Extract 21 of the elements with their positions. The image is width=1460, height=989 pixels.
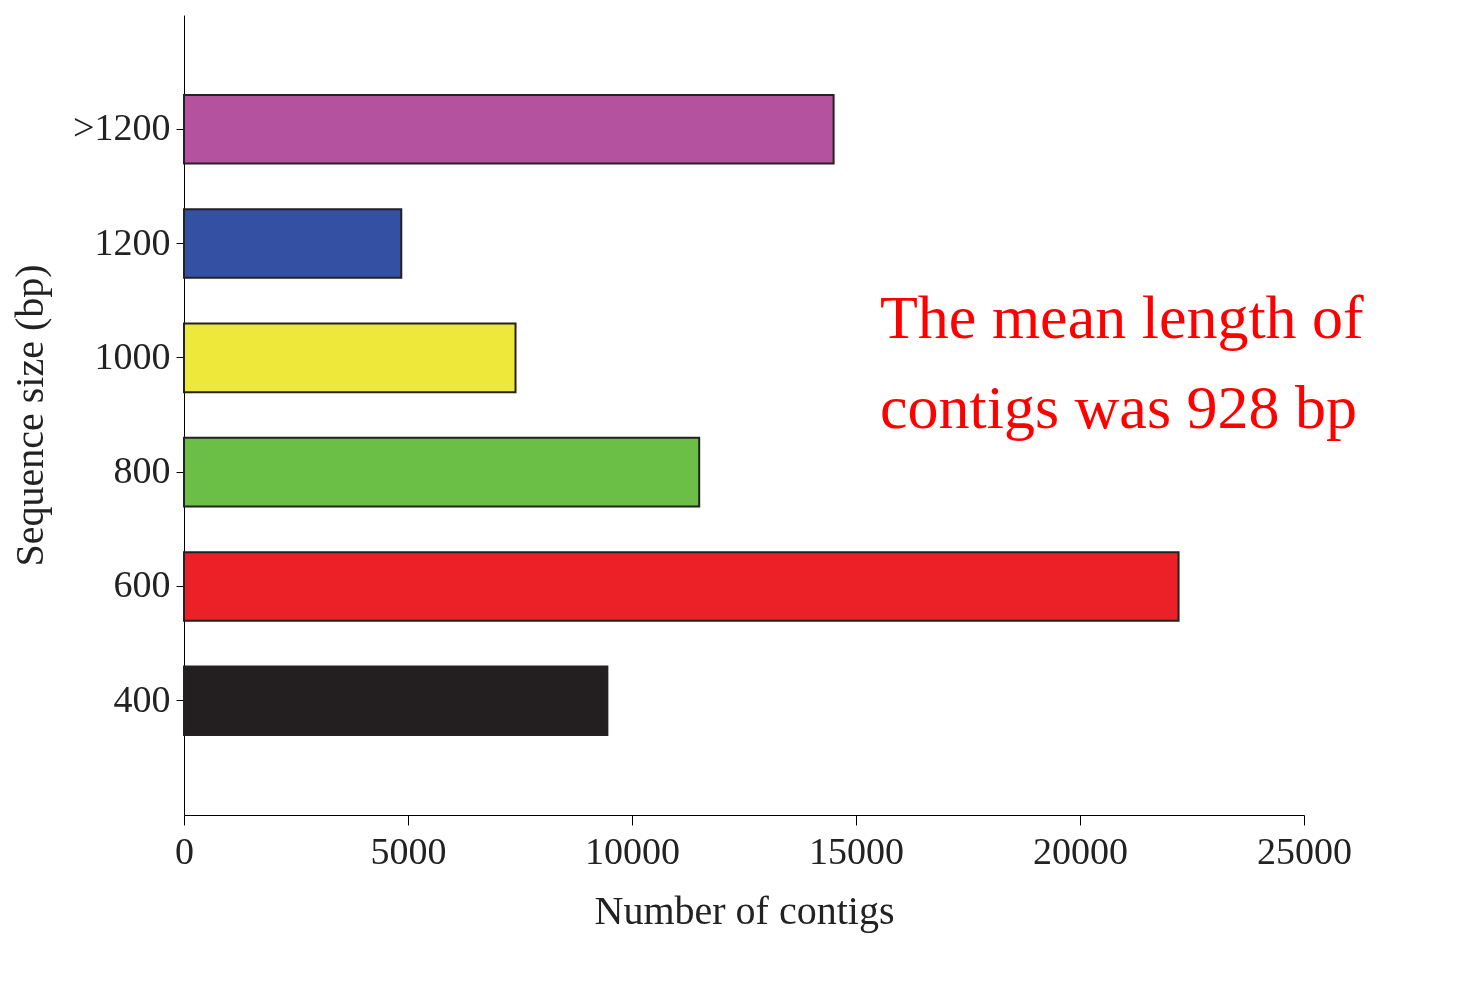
y-axis-title: Sequence size (bp): [7, 264, 53, 567]
y-tick-label: 1000: [94, 334, 171, 377]
bar: [183, 665, 609, 736]
y-tick-label: 1200: [94, 220, 171, 263]
annotation: The mean length of contigs was 928 bp: [880, 282, 1365, 443]
y-tick-label: >1200: [73, 106, 171, 149]
x-tick-label: 10000: [585, 829, 680, 872]
y-tick-label: 600: [113, 563, 171, 606]
x-tick-label: 5000: [370, 829, 447, 872]
x-tick-label: 25000: [1257, 829, 1352, 872]
bar: [183, 436, 701, 508]
x-tick-label: 0: [175, 829, 194, 872]
x-tick-label: 15000: [809, 829, 904, 872]
x-axis-title: Number of contigs: [594, 887, 895, 933]
bar: [183, 208, 403, 279]
bar: [183, 94, 835, 165]
x-tick-label: 20000: [1033, 829, 1128, 872]
y-tick-label: 400: [113, 677, 171, 720]
y-tick-label: 800: [113, 449, 171, 492]
bar: [183, 551, 1180, 622]
bar: [183, 322, 517, 394]
